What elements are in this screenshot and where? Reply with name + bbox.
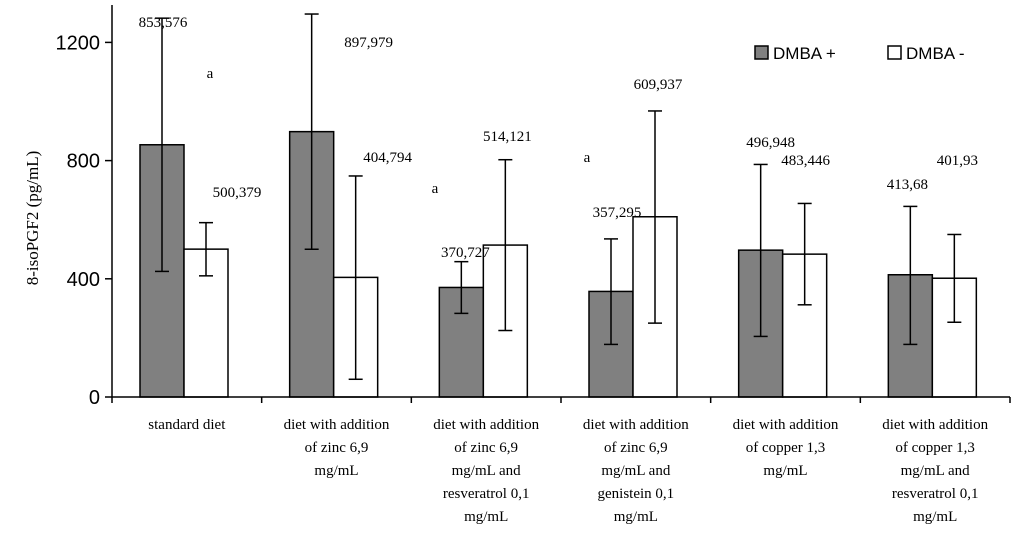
error-bar xyxy=(753,163,768,338)
y-tick-label: 800 xyxy=(67,151,100,173)
y-tick-label: 1200 xyxy=(56,32,101,54)
data-label: 483,446 xyxy=(781,153,830,169)
x-category-label: diet with addition of zinc 6,9 mg/mL xyxy=(284,417,390,479)
error-bar xyxy=(604,238,618,346)
data-label: 370,727 xyxy=(441,245,490,261)
error-bar xyxy=(797,202,812,306)
legend: DMBA + DMBA - xyxy=(754,44,965,63)
y-tick-label: 400 xyxy=(67,269,100,291)
error-bar xyxy=(947,233,962,323)
legend-label: DMBA + xyxy=(773,44,836,63)
data-label: 853,576 xyxy=(139,15,188,31)
data-label: 500,379 xyxy=(213,185,262,201)
data-label: 413,68 xyxy=(887,177,928,193)
error-bar xyxy=(199,221,213,277)
error-bar xyxy=(648,110,662,324)
error-bar xyxy=(348,175,363,381)
data-label: 404,794 xyxy=(363,150,412,166)
x-category-label: diet with addition of zinc 6,9 mg/mL and ge… xyxy=(583,417,689,525)
y-tick-label: 0 xyxy=(89,387,100,409)
error-bar xyxy=(454,260,469,315)
data-labels: 853,576 897,979 370,727 357,295 496,948 413,6… xyxy=(139,15,978,261)
legend-swatch xyxy=(887,45,902,60)
error-bar xyxy=(498,158,513,332)
significance-annotation: a xyxy=(584,150,591,166)
y-axis-label: 8-isoPGF2 (pg/mL) xyxy=(23,151,42,286)
data-label: 609,937 xyxy=(634,77,683,93)
data-label: 514,121 xyxy=(483,129,532,145)
significance-annotation: a xyxy=(432,181,439,197)
data-label: 897,979 xyxy=(344,35,393,51)
bars xyxy=(139,130,978,398)
error-bar xyxy=(155,17,169,273)
x-category-label: standard diet xyxy=(148,417,226,433)
data-label: 357,295 xyxy=(593,205,642,221)
x-axis: standard diet diet with addition of zinc 6… xyxy=(111,396,1011,525)
y-axis: 0 400 800 1200 xyxy=(56,5,113,409)
error-bars xyxy=(155,13,962,381)
x-category-label: diet with addition of copper 1,3 mg/mL and… xyxy=(882,417,988,525)
legend-swatch xyxy=(754,45,769,60)
data-label: 401,93 xyxy=(937,153,978,169)
x-category-label: diet with addition of zinc 6,9 mg/mL and re… xyxy=(433,417,539,525)
data-label: 496,948 xyxy=(746,135,795,151)
x-category-label: diet with addition of copper 1,3 mg/mL xyxy=(733,417,839,479)
error-bar xyxy=(903,205,918,346)
error-bar xyxy=(304,13,319,250)
legend-label: DMBA - xyxy=(906,44,965,63)
significance-annotation: a xyxy=(207,66,214,82)
